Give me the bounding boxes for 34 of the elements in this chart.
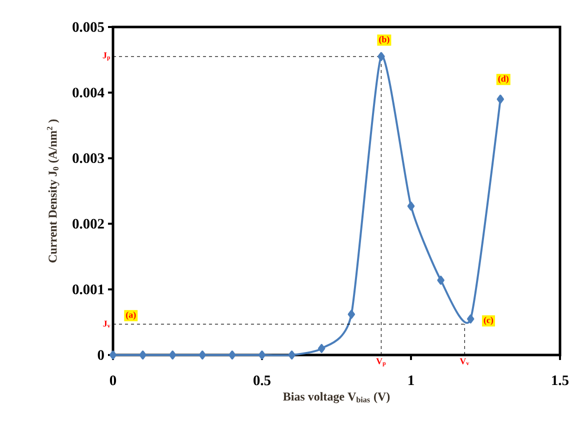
annotation: (a): [126, 312, 136, 320]
ref-line-label: V$_{p}$: [376, 358, 386, 366]
point: [466, 314, 474, 324]
annotation: (b): [379, 36, 390, 44]
point: [139, 350, 146, 360]
x-tick-label: 0: [110, 376, 116, 386]
x-tick-label: 0.5: [254, 376, 270, 386]
x-tick-label: 1.5: [552, 376, 568, 386]
point: [496, 94, 504, 104]
point: [228, 350, 236, 360]
point: [437, 276, 444, 285]
point: [198, 350, 206, 360]
y-axis-title: Current Density J$_{0}$ (A/nm$^{2}$ ): [46, 119, 60, 262]
point: [168, 350, 176, 360]
y-tick-label: 0.004: [72, 88, 104, 98]
point: [258, 350, 266, 360]
ref-line-label: J$_{p}$: [102, 52, 110, 61]
y-tick-label: 0.005: [72, 22, 104, 32]
point: [288, 350, 296, 360]
y-tick-label: 0.003: [72, 153, 104, 164]
point: [378, 52, 385, 62]
point: [318, 344, 326, 353]
y-tick-label: 0.001: [72, 284, 104, 294]
point: [348, 310, 356, 319]
x-axis-title: Bias voltage V$_{bias}$ (V): [283, 392, 390, 404]
ref-line-label: J$_{v}$: [103, 320, 110, 328]
annotation: (d): [498, 75, 508, 84]
point: [109, 350, 117, 360]
y-tick-label: 0.002: [72, 218, 104, 229]
x-tick-label: 1: [408, 376, 414, 386]
ref-line-label: V$_{v}$: [460, 358, 470, 366]
annotation: (c): [484, 316, 494, 325]
point: [407, 202, 415, 211]
y-tick-label: 0: [98, 350, 104, 360]
